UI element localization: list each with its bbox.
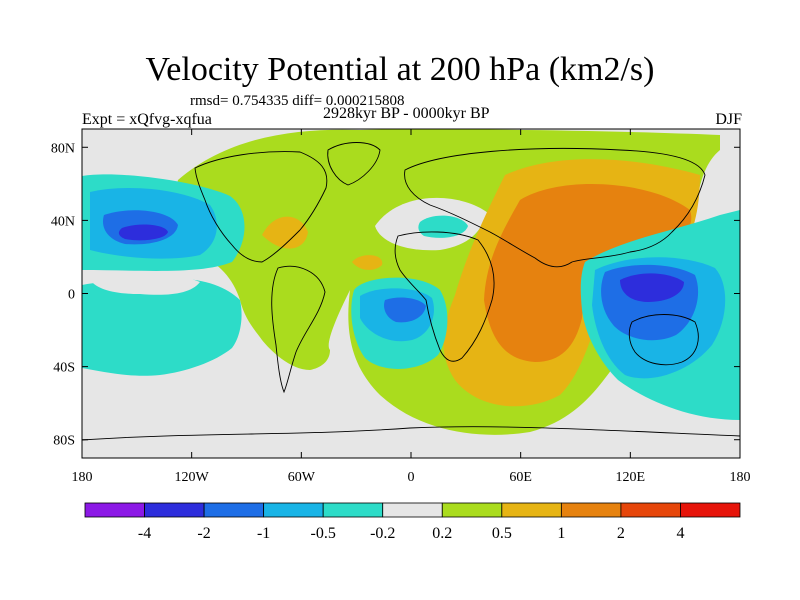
colorbar-swatch xyxy=(501,502,562,518)
experiment-label: Expt = xQfvg-xqfua xyxy=(82,111,212,128)
stats-text: rmsd= 0.754335 diff= 0.000215808 xyxy=(190,93,405,109)
y-ticks: 80N 40N 0 40S 80S xyxy=(51,141,740,449)
colorbar-swatch xyxy=(441,502,503,518)
colorbar xyxy=(84,502,741,518)
y-tick-label: 40S xyxy=(53,361,75,376)
colorbar-labels: -4 -2 -1 -0.5 -0.2 0.2 0.5 1 2 4 xyxy=(138,525,685,542)
season-label: DJF xyxy=(715,111,742,128)
region-north-pacific-4 xyxy=(118,224,168,241)
colorbar-swatch xyxy=(382,502,443,518)
colorbar-swatch xyxy=(144,502,205,518)
north-america-coast xyxy=(194,151,328,263)
map-field xyxy=(82,129,740,458)
colorbar-swatch xyxy=(84,502,145,518)
australia-coast xyxy=(628,314,699,366)
colorbar-label: -0.5 xyxy=(311,525,336,542)
x-tick-label: 120W xyxy=(175,470,210,485)
colorbar-swatch xyxy=(263,502,324,518)
period-label: 2928kyr BP - 0000kyr BP xyxy=(323,105,490,122)
antarctica-coast xyxy=(82,426,740,441)
x-tick-label: 180 xyxy=(730,470,751,485)
region-east-pacific-white xyxy=(90,273,200,295)
colorbar-label: 1 xyxy=(557,525,565,542)
colorbar-swatch xyxy=(620,502,681,518)
x-tick-label: 0 xyxy=(408,470,415,485)
region-0.5-1-west-africa xyxy=(352,255,383,270)
colorbar-label: -4 xyxy=(138,525,151,542)
x-tick-label: 60W xyxy=(288,470,316,485)
colorbar-label: -1 xyxy=(257,525,270,542)
x-ticks: 180 120W 60W 0 60E 120E 180 xyxy=(72,129,751,485)
colorbar-label: 0.2 xyxy=(432,525,452,542)
region-east-pacific-0.5 xyxy=(82,278,242,376)
coastlines xyxy=(82,142,740,441)
eurasia-coast xyxy=(404,147,706,268)
colorbar-swatch xyxy=(560,502,622,518)
greenland-coast xyxy=(327,142,381,186)
colorbar-label: 0.5 xyxy=(492,525,512,542)
africa-coast xyxy=(394,231,495,362)
x-tick-label: 60E xyxy=(509,470,532,485)
colorbar-label: 4 xyxy=(676,525,684,542)
y-tick-label: 40N xyxy=(51,214,75,229)
colorbar-label: 2 xyxy=(617,525,625,542)
colorbar-swatch xyxy=(203,502,265,518)
y-tick-label: 80S xyxy=(53,434,75,449)
chart-title: Velocity Potential at 200 hPa (km2/s) xyxy=(145,51,655,88)
region-west-pacific-4 xyxy=(620,273,684,302)
colorbar-swatch xyxy=(322,502,384,518)
y-tick-label: 0 xyxy=(68,288,75,303)
colorbar-swatch xyxy=(680,502,741,518)
region-south-atlantic-2 xyxy=(384,297,426,323)
x-tick-label: 180 xyxy=(72,470,93,485)
y-tick-label: 80N xyxy=(51,141,75,156)
south-america-coast xyxy=(271,265,326,394)
colorbar-label: -2 xyxy=(197,525,210,542)
x-tick-label: 120E xyxy=(616,470,646,485)
region-0.5-1-americas xyxy=(262,216,308,249)
colorbar-label: -0.2 xyxy=(370,525,395,542)
